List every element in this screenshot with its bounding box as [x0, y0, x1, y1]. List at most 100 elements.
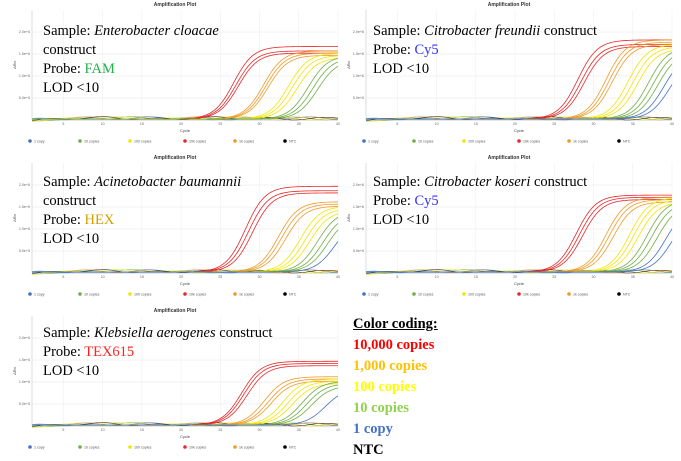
sample-species: Klebsiella aerogenes [94, 325, 216, 341]
y-axis-label: ΔRn [12, 61, 17, 69]
legend-marker [362, 292, 366, 296]
plot-title: Amplification Plot [153, 308, 197, 314]
y-tick-label: 5.0e+5 [19, 249, 30, 253]
baseline-trace [31, 422, 339, 427]
sample-info: Sample: Enterobacter cloacae construct P… [43, 22, 219, 98]
legend-marker [233, 445, 237, 449]
y-tick-label: 5.0e+5 [19, 96, 30, 100]
amplification-panel-5: Amplification Plot 2.0e+6 1.5e+6 1.0e+6 5.0… [10, 308, 340, 456]
amplification-panel-3: Amplification Plot 2.0e+6 1.5e+6 1.0e+6 5.0… [10, 155, 340, 303]
sample-prefix: Sample: [43, 174, 95, 190]
y-axis-label: ΔRn [12, 367, 17, 375]
y-tick-label: 2.0e+6 [19, 183, 30, 187]
legend-marker [28, 292, 32, 296]
x-tick-label: 25 [552, 275, 556, 279]
amplification-plot-1: 2.0e+6 1.5e+6 1.0e+6 5.0e+5 5 10 15 20 25 30 35 40 C… [12, 10, 340, 143]
x-axis-label: Cycle [514, 281, 525, 286]
legend-marker [517, 292, 521, 296]
lod-line: LOD <10 [43, 80, 100, 96]
sample-line: Sample: Enterobacter cloacae [43, 22, 219, 41]
sample-info: Sample: Citrobacter koseri construct Pro… [373, 173, 587, 230]
x-tick-label: 5 [62, 122, 64, 126]
x-tick-label: 15 [140, 122, 144, 126]
legend-marker [567, 292, 571, 296]
x-tick-label: 20 [179, 275, 183, 279]
legend-label: NTC [289, 445, 297, 449]
legend-label: 10k copies [189, 292, 206, 296]
x-tick-label: 35 [297, 122, 301, 126]
legend-label: 10 copies [84, 292, 100, 296]
legend-marker [412, 292, 416, 296]
legend-marker [78, 292, 82, 296]
amplification-curve [32, 381, 339, 426]
x-axis-label: Cycle [514, 128, 525, 133]
sample-species: Enterobacter cloacae [94, 23, 219, 39]
legend-marker [462, 292, 466, 296]
lod-line: LOD <10 [373, 61, 430, 77]
amplification-curve [32, 376, 338, 426]
y-tick-label: 2.0e+6 [19, 336, 30, 340]
legend-marker [128, 292, 132, 296]
legend-label: 10k copies [523, 292, 540, 296]
legend-marker [78, 139, 82, 143]
amplification-plot-2: 2.0e+6 1.5e+6 1.0e+6 5.0e+5 5 10 15 20 25 30 35 40 C… [346, 10, 674, 143]
legend-marker [283, 445, 287, 449]
y-tick-label: 1.5e+6 [353, 205, 364, 209]
baseline-trace [365, 269, 673, 274]
x-tick-label: 30 [258, 275, 262, 279]
x-tick-label: 40 [336, 428, 340, 432]
x-tick-label: 35 [631, 275, 635, 279]
x-tick-label: 30 [592, 275, 596, 279]
legend-marker [233, 292, 237, 296]
amplification-curve [32, 241, 339, 273]
legend-marker [233, 139, 237, 143]
probe-name: TEX615 [84, 344, 135, 360]
y-tick-label: 1.5e+6 [19, 205, 30, 209]
y-tick-label: 1.5e+6 [19, 358, 30, 362]
probe-prefix: Probe: [43, 344, 85, 360]
legend-label: 1k copies [239, 139, 254, 143]
amplification-panel-1: Amplification Plot 2.0e+6 1.5e+6 1.0e+6 5.0… [10, 2, 340, 150]
legend-marker [183, 292, 187, 296]
probe-name: Cy5 [414, 193, 439, 209]
x-tick-label: 30 [258, 428, 262, 432]
x-tick-label: 20 [179, 428, 183, 432]
probe-line: Probe: HEX [43, 211, 241, 230]
x-tick-label: 25 [218, 122, 222, 126]
y-tick-label: 5.0e+5 [19, 402, 30, 406]
sample-suffix: construct [530, 174, 588, 190]
probe-prefix: Probe: [43, 212, 85, 228]
sample-line: Sample: Acinetobacter baumannii [43, 173, 241, 192]
legend-marker [283, 139, 287, 143]
legend-label: NTC [289, 139, 297, 143]
x-tick-label: 25 [218, 275, 222, 279]
probe-prefix: Probe: [43, 61, 85, 77]
sample-info: Sample: Klebsiella aerogenes construct P… [43, 324, 272, 381]
lod-line: LOD <10 [373, 212, 430, 228]
legend-label: NTC [623, 292, 631, 296]
amplification-panel-2: Amplification Plot 2.0e+6 1.5e+6 1.0e+6 5.0… [344, 2, 674, 150]
sample-species: Acinetobacter baumannii [94, 174, 242, 190]
x-tick-label: 10 [101, 122, 105, 126]
x-tick-label: 40 [670, 122, 674, 126]
legend-label: 10 copies [418, 292, 434, 296]
x-tick-label: 35 [297, 428, 301, 432]
y-tick-label: 1.0e+6 [19, 227, 30, 231]
x-tick-label: 10 [435, 122, 439, 126]
x-tick-label: 5 [396, 122, 398, 126]
amplification-curve [366, 228, 673, 273]
legend-marker [567, 139, 571, 143]
legend-marker [28, 445, 32, 449]
sample-species: Citrobacter koseri [424, 174, 531, 190]
y-tick-label: 1.0e+6 [353, 227, 364, 231]
x-tick-label: 40 [336, 122, 340, 126]
x-tick-label: 10 [435, 275, 439, 279]
amplification-curve [32, 395, 339, 426]
sample-prefix: Sample: [373, 174, 425, 190]
baseline-trace [31, 116, 339, 121]
x-tick-label: 40 [336, 275, 340, 279]
x-tick-label: 10 [101, 275, 105, 279]
y-tick-label: 2.0e+6 [353, 30, 364, 34]
legend-marker [78, 445, 82, 449]
legend-marker [617, 139, 621, 143]
